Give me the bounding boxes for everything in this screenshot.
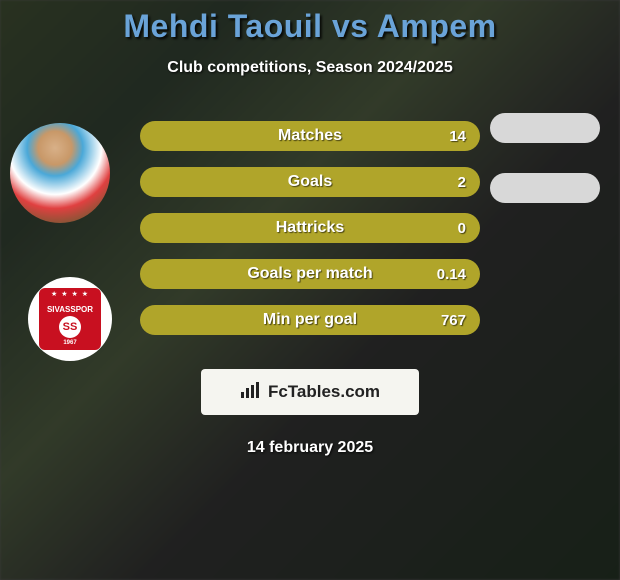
- stat-label: Hattricks: [190, 219, 430, 237]
- stat-pill-right: [490, 173, 600, 203]
- stat-value: 0: [430, 220, 466, 237]
- chart-icon: [240, 381, 262, 404]
- stat-row: Goals2: [0, 167, 620, 197]
- stat-value: 2: [430, 174, 466, 191]
- stat-pill-left: Goals per match0.14: [140, 259, 480, 289]
- stat-pill-left: Min per goal767: [140, 305, 480, 335]
- stat-pill-right: [490, 113, 600, 143]
- stat-value: 767: [430, 312, 466, 329]
- stat-row: Hattricks0: [0, 213, 620, 243]
- page-title: Mehdi Taouil vs Ampem: [0, 8, 620, 45]
- stat-row: Goals per match0.14: [0, 259, 620, 289]
- footer-date: 14 february 2025: [0, 439, 620, 457]
- footer-brand-text: FcTables.com: [268, 382, 380, 402]
- stat-value: 0.14: [430, 266, 466, 283]
- stat-row: Min per goal767: [0, 305, 620, 335]
- stat-label: Min per goal: [190, 311, 430, 329]
- stat-label: Matches: [190, 127, 430, 145]
- club-year: 1967: [47, 340, 93, 346]
- stat-label: Goals per match: [190, 265, 430, 283]
- footer-brand-badge: FcTables.com: [201, 369, 419, 415]
- club-stars-icon: ★ ★ ★ ★: [51, 290, 89, 298]
- stat-row: Matches14: [0, 121, 620, 151]
- stat-pill-left: Hattricks0: [140, 213, 480, 243]
- subtitle: Club competitions, Season 2024/2025: [0, 59, 620, 77]
- stat-value: 14: [430, 128, 466, 145]
- stats-area: ★ ★ ★ ★ SIVASSPOR SS 1967 Matches14Goals…: [0, 121, 620, 335]
- infographic-container: Mehdi Taouil vs Ampem Club competitions,…: [0, 0, 620, 580]
- stat-pill-left: Matches14: [140, 121, 480, 151]
- stat-pill-left: Goals2: [140, 167, 480, 197]
- stat-label: Goals: [190, 173, 430, 191]
